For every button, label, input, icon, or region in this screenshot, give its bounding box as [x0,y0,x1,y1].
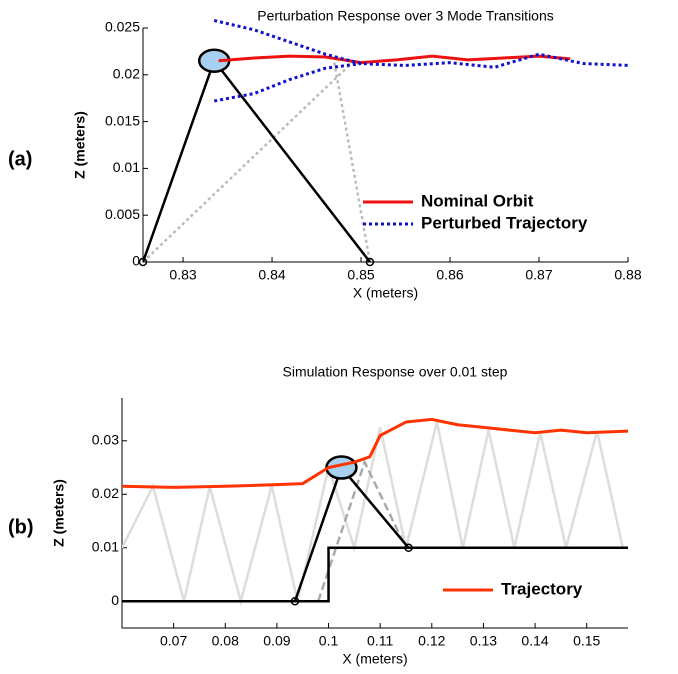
joint [290,597,300,606]
joint [138,257,148,267]
joint [404,543,413,553]
y-tick-label: 0 [132,253,140,269]
x-tick-label: 0.86 [436,267,463,283]
chart-title: Perturbation Response over 3 Mode Transi… [257,8,554,24]
y-tick-label: 0.02 [113,66,140,82]
x-tick-label: 0.84 [258,267,285,283]
series-line [143,58,371,262]
x-tick-label: 0.09 [263,633,290,649]
joint [365,257,375,267]
x-tick-label: 0.85 [347,267,374,283]
series-line [213,19,629,103]
y-tick-label: 0 [111,592,119,608]
y-tick-label: 0.005 [105,206,140,222]
y-tick-label: 0.015 [105,112,140,128]
x-tick-label: 0.11 [367,633,393,649]
x-tick-label: 0.1 [319,633,339,649]
series-line [333,62,372,262]
legend-label: Nominal Orbit [421,191,534,210]
x-tick-label: 0.07 [160,633,187,649]
y-tick-label: 0.02 [92,485,119,501]
legend-label: Perturbed Trajectory [421,213,588,232]
y-tick-label: 0.025 [105,19,140,35]
legend-label: Trajectory [501,579,583,598]
axis [121,398,628,629]
x-tick-label: 0.87 [525,267,552,283]
panel-label: (b) [8,516,34,538]
series-line [317,458,408,602]
x-axis-label: X (meters) [353,285,418,301]
x-tick-label: 0.83 [169,267,196,283]
x-tick-label: 0.13 [470,633,497,649]
chart-title: Simulation Response over 0.01 step [283,364,508,380]
x-tick-label: 0.08 [212,633,239,649]
x-tick-label: 0.15 [573,633,600,649]
y-tick-label: 0.01 [113,159,140,175]
x-tick-label: 0.88 [614,267,641,283]
series-line [122,417,629,489]
series-line [143,61,353,262]
y-axis-label: Z (meters) [51,479,67,547]
y-axis-label: Z (meters) [72,111,88,179]
y-tick-label: 0.03 [92,431,119,447]
y-tick-label: 0.01 [92,538,119,554]
series-line [122,546,628,603]
x-tick-label: 0.14 [521,633,548,649]
panel-label: (a) [8,148,32,170]
x-tick-label: 0.12 [418,633,445,649]
x-axis-label: X (meters) [342,651,407,667]
series-line [218,54,571,65]
